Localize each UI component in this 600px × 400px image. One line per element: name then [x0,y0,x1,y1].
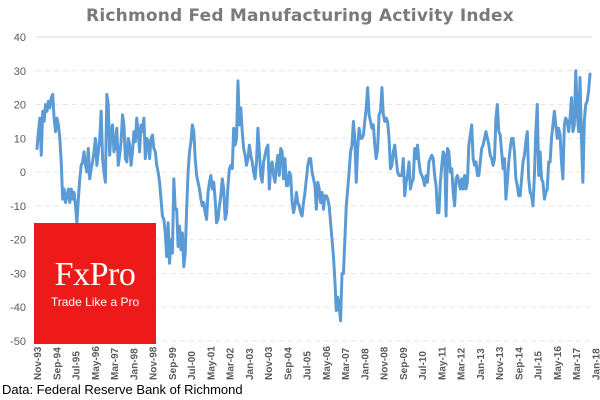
fxpro-logo: FxPro Trade Like a Pro [34,223,156,344]
y-tick-label: -20 [10,235,26,247]
x-tick-label: Mar-17 [572,347,583,380]
x-tick-label: Nov-13 [495,346,506,380]
y-tick-label: -40 [10,302,26,314]
x-tick-label: Jan-13 [476,348,487,380]
x-tick-label: Sep-14 [514,347,525,380]
y-tick-label: 0 [20,167,26,179]
x-tick-label: Jul-00 [187,351,198,380]
x-tick-label: Sep-09 [399,347,410,380]
y-axis-ticks: 40 30 20 10 0 -10 -20 -30 -40 -50 [10,32,26,348]
x-tick-label: Mar-12 [457,347,468,380]
source-note: Data: Federal Reserve Bank of Richmond [2,382,243,397]
series-line [35,69,592,323]
y-tick-label: 20 [14,100,26,112]
x-tick-label: Nov-93 [33,346,44,380]
x-tick-label: Jul-95 [72,351,83,380]
x-axis-ticks: Nov-93 Sep-94 Jul-95 May-96 Mar-97 Jan-98 Nov-… [33,346,600,380]
chart-title: Richmond Fed Manufacturing Activity Inde… [86,6,514,26]
x-tick-label: Sep-04 [283,347,294,380]
y-tick-label: 30 [14,66,26,78]
x-tick-label: May-11 [437,346,448,380]
x-tick-label: May-06 [322,346,333,380]
x-tick-label: Nov-98 [149,346,160,380]
x-tick-label: Jan-18 [591,348,600,380]
x-tick-label: Jan-03 [245,348,256,380]
x-tick-label: Jul-10 [418,351,429,380]
y-tick-label: 10 [14,133,26,145]
x-tick-label: Jan-98 [129,348,140,380]
x-tick-label: Sep-99 [168,347,179,380]
x-tick-label: Jan-08 [360,348,371,380]
y-tick-label: -10 [10,201,26,213]
x-tick-label: Mar-02 [226,347,237,380]
x-tick-label: May-01 [206,346,217,380]
logo-name: FxPro [54,256,136,293]
y-tick-label: -30 [10,268,26,280]
logo-tagline: Trade Like a Pro [50,295,140,309]
x-tick-label: Mar-97 [110,347,121,380]
x-tick-label: Jul-05 [303,351,314,380]
x-tick-label: Mar-07 [341,347,352,380]
x-tick-label: Nov-03 [264,346,275,380]
y-tick-label: 40 [14,32,26,44]
x-tick-label: Nov-08 [380,346,391,380]
x-tick-label: Sep-94 [52,347,63,380]
x-tick-label: May-96 [91,346,102,380]
x-tick-label: Jul-15 [534,351,545,380]
y-tick-label: -50 [10,336,26,348]
x-tick-label: May-16 [553,346,564,380]
